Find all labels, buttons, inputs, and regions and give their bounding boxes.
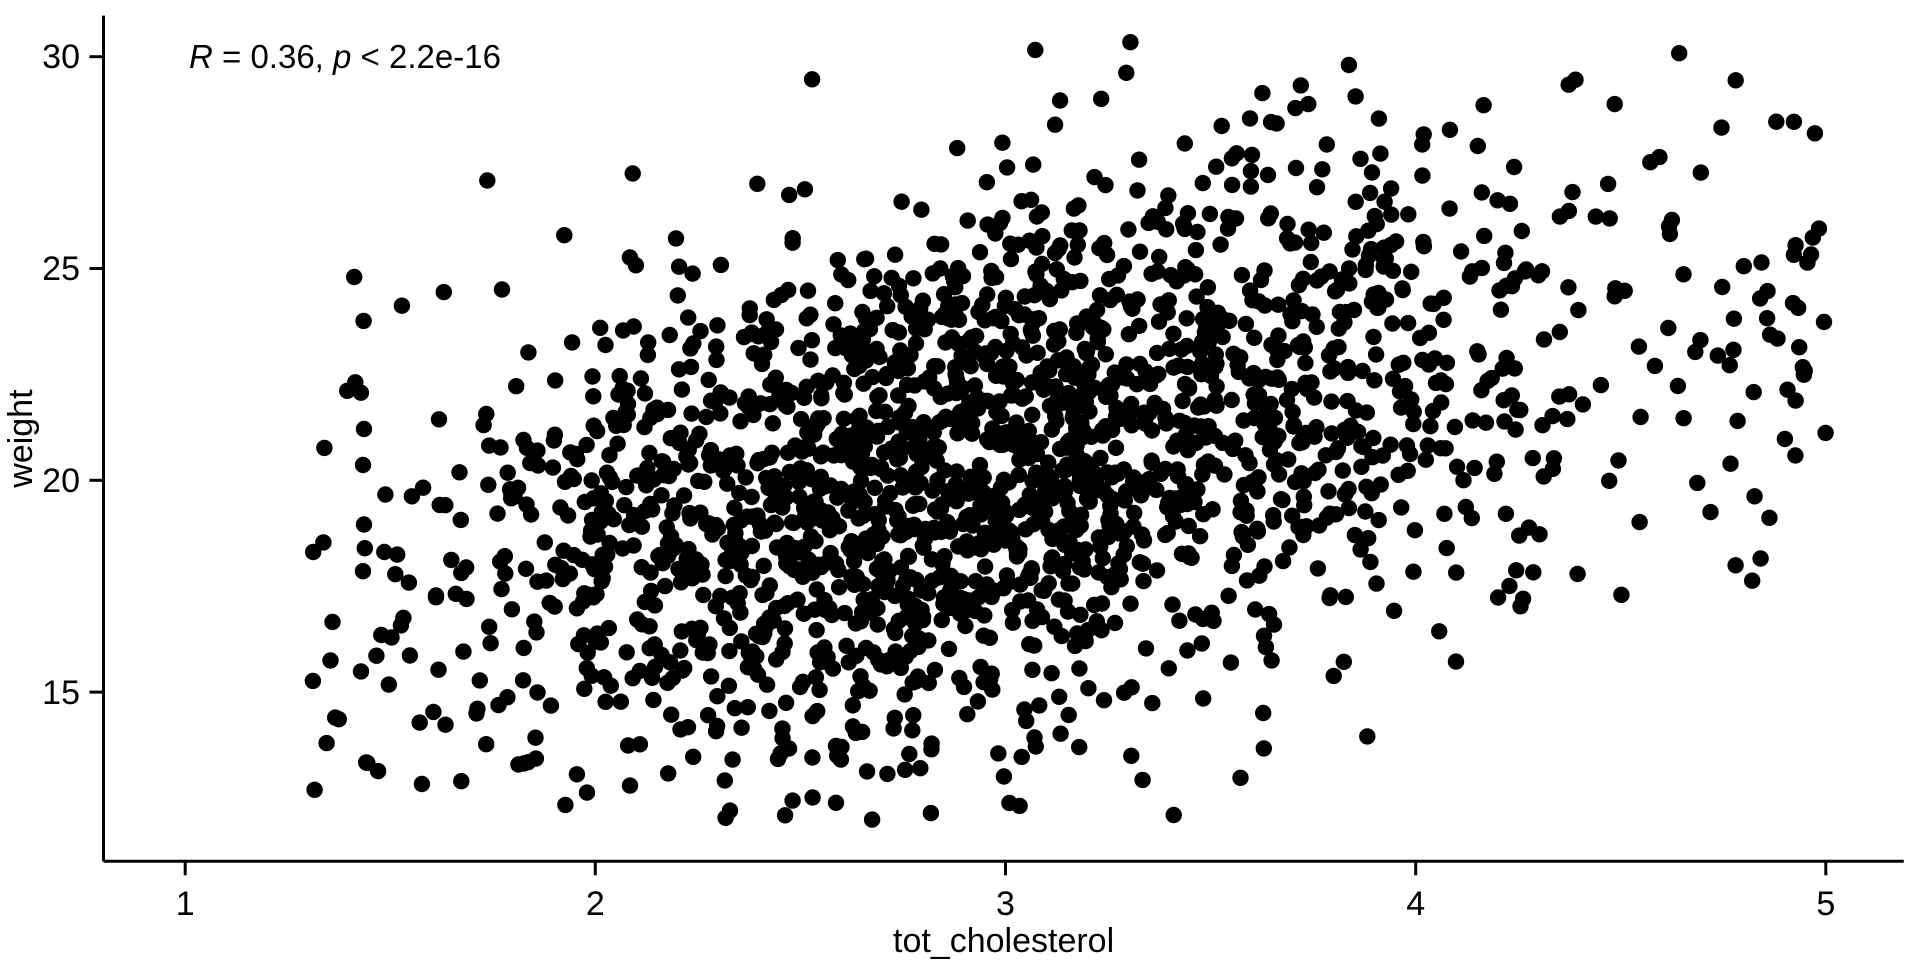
svg-text:4: 4 [1406, 885, 1425, 923]
svg-text:5: 5 [1816, 885, 1835, 923]
svg-text:30: 30 [42, 38, 80, 76]
svg-text:R = 0.36, p < 2.2e-16: R = 0.36, p < 2.2e-16 [189, 38, 501, 75]
svg-text:tot_cholesterol: tot_cholesterol [893, 922, 1114, 960]
svg-text:20: 20 [42, 462, 80, 500]
svg-text:1: 1 [176, 885, 195, 923]
svg-text:weight: weight [2, 389, 40, 489]
svg-text:2: 2 [586, 885, 605, 923]
svg-text:15: 15 [42, 674, 80, 712]
svg-text:25: 25 [42, 250, 80, 288]
svg-text:3: 3 [996, 885, 1015, 923]
